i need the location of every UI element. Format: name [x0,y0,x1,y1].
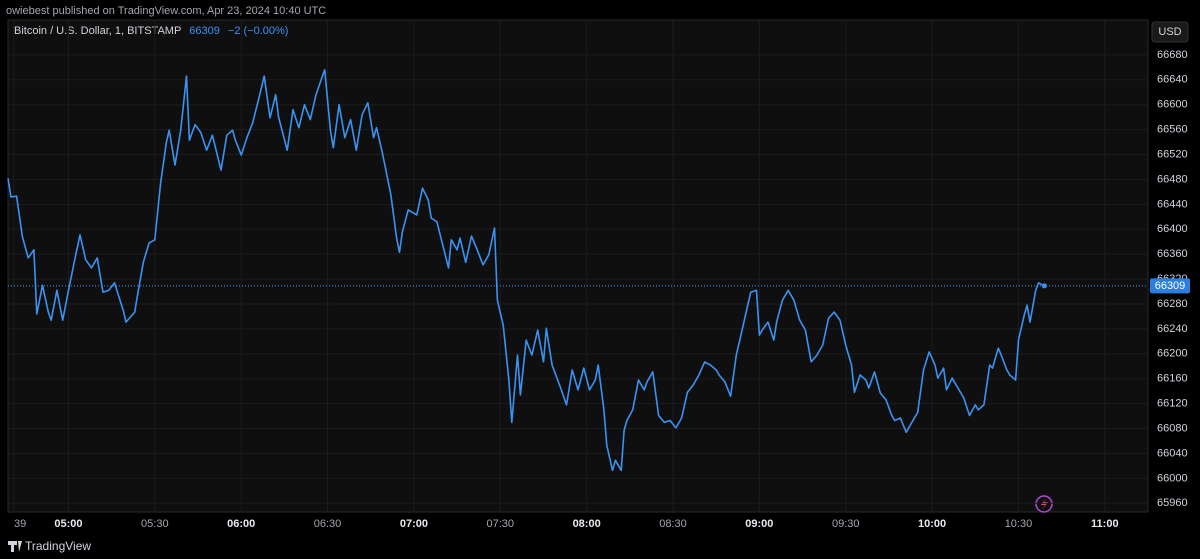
x-tick-label: 10:00 [918,518,946,530]
publisher-note: owiebest published on TradingView.com, A… [6,5,326,17]
y-tick-label: 66400 [1157,223,1188,235]
y-tick-label: 66040 [1157,447,1188,459]
y-tick-label: 66520 [1157,148,1188,160]
x-tick-label: 07:30 [487,518,515,530]
header-change: −2 (−0.00%) [228,25,289,37]
y-tick-label: 66680 [1157,49,1188,61]
x-tick-label: 09:00 [745,518,773,530]
y-tick-label: 65960 [1157,497,1188,509]
header-price: 66309 [189,25,220,37]
currency-button[interactable] [1151,21,1189,43]
x-tick-label: 08:00 [573,518,601,530]
y-tick-label: 66440 [1157,198,1188,210]
y-tick-label: 66360 [1157,248,1188,260]
x-tick-label: 39 [14,518,26,530]
currency-label[interactable]: USD [1158,26,1181,38]
y-tick-label: 66160 [1157,373,1188,385]
y-tick-label: 66560 [1157,124,1188,136]
last-price-label: 66309 [1155,280,1186,292]
x-tick-label: 11:00 [1091,518,1119,530]
x-tick-label: 07:00 [400,518,428,530]
brand: TradingView [25,539,91,553]
chart-title: Bitcoin / U.S. Dollar, 1, BITSTAMP [14,25,181,37]
x-tick-label: 10:30 [1005,518,1033,530]
y-tick-label: 66200 [1157,348,1188,360]
y-tick-label: 66600 [1157,99,1188,111]
price-line [7,69,1045,472]
y-tick-label: 66000 [1157,472,1188,484]
last-price-box [1150,278,1190,294]
x-tick-label: 06:00 [227,518,255,530]
lightning-icon[interactable] [1035,495,1053,513]
logo-mark [8,541,17,545]
x-tick-label: 09:30 [832,518,860,530]
logo-mark [11,545,14,552]
x-tick-label: 05:30 [141,518,169,530]
y-tick-label: 66640 [1157,74,1188,86]
x-tick-label: 05:00 [54,518,82,530]
x-tick-label: 06:30 [314,518,342,530]
y-tick-label: 66240 [1157,323,1188,335]
plot-area [7,19,1149,513]
last-point [1041,283,1047,289]
y-tick-label: 66480 [1157,173,1188,185]
logo-mark [18,541,22,552]
y-tick-label: 66280 [1157,298,1188,310]
y-tick-label: 66120 [1157,398,1188,410]
y-tick-label: 66080 [1157,422,1188,434]
plot-layer [8,20,1148,512]
lightning-bolt [1041,498,1048,510]
x-tick-label: 08:30 [659,518,687,530]
